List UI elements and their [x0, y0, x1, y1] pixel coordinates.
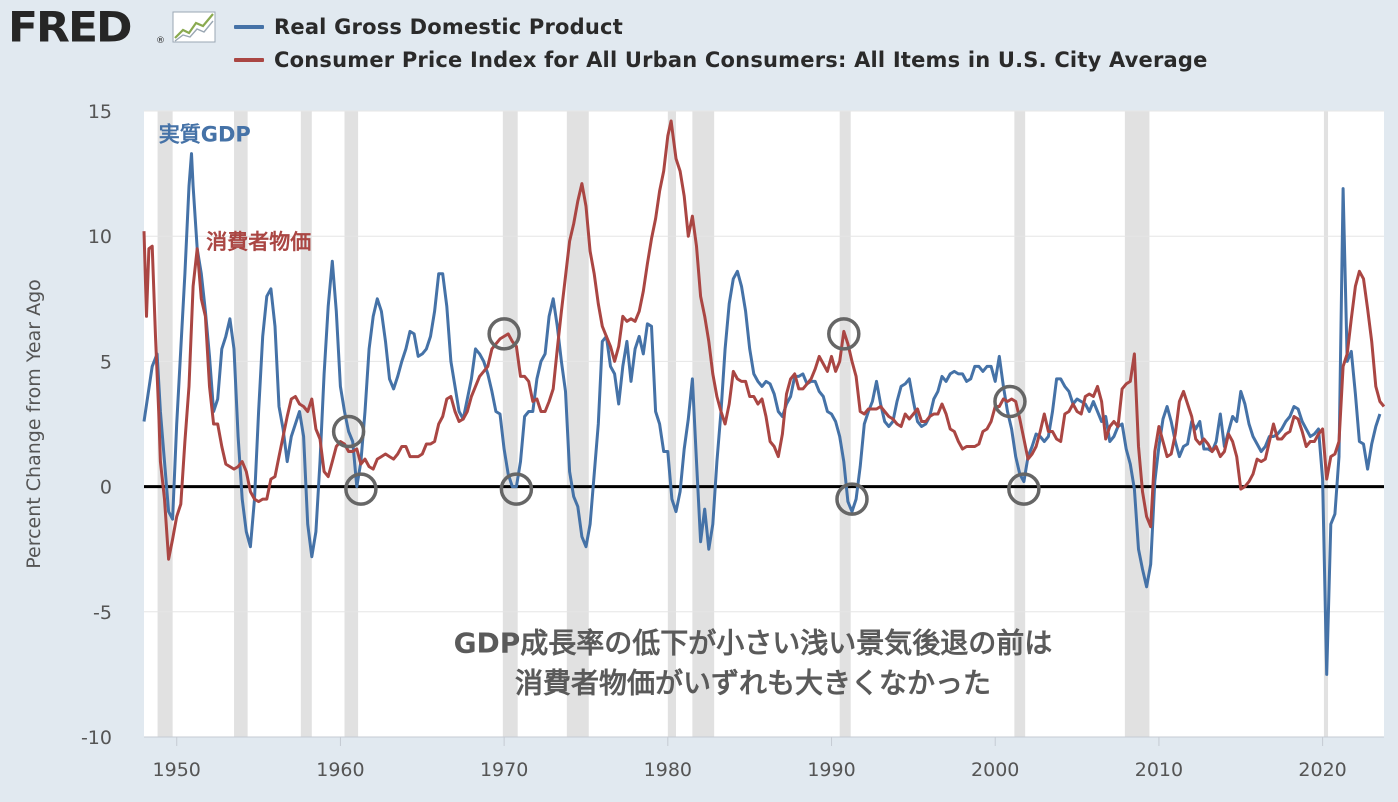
y-tick-label: 0	[100, 477, 112, 499]
registered-mark: ®	[156, 36, 165, 46]
x-tick-label: 2010	[1135, 759, 1183, 781]
recession-band	[1323, 111, 1329, 737]
highlight-circle	[835, 482, 869, 516]
y-tick-label: 10	[88, 226, 112, 248]
recession-band	[566, 111, 589, 737]
line-chart-icon	[172, 11, 216, 43]
recession-band	[157, 111, 173, 737]
legend-label-cpi: Consumer Price Index for All Urban Consu…	[274, 48, 1208, 72]
annotation-note: GDP成長率の低下が小さい浅い景気後退の前は	[454, 626, 1053, 659]
fred-logo[interactable]: FRED	[8, 3, 133, 52]
recession-band	[300, 111, 312, 737]
recession-band	[234, 111, 248, 737]
recession-band	[344, 111, 359, 737]
y-tick-label: 15	[88, 101, 112, 123]
highlight-circle	[487, 317, 521, 351]
x-tick-label: 1980	[644, 759, 692, 781]
x-tick-label: 2020	[1298, 759, 1346, 781]
legend-label-gdp: Real Gross Domestic Product	[274, 15, 623, 39]
y-tick-label: -5	[93, 602, 112, 624]
x-axis: 1950 1960 1970 1980 1990 2000 2010 2020	[144, 736, 1384, 781]
recession-band	[839, 111, 851, 737]
legend-swatch-gdp	[234, 25, 264, 29]
series-line-cpi	[142, 119, 1386, 561]
highlight-circle	[827, 317, 861, 351]
x-tick-label: 1990	[807, 759, 855, 781]
annotations: 実質GDP 消費者物価 GDP成長率の低下が小さい浅い景気後退の前は消費者物価がいず…	[159, 123, 1053, 700]
highlight-circle	[344, 472, 378, 506]
x-tick-label: 1970	[480, 759, 528, 781]
annotation-cpi: 消費者物価	[206, 230, 311, 254]
y-axis: -10 -5 0 5 10 15	[81, 101, 112, 749]
recession-band	[667, 111, 677, 737]
annotation-gdp: 実質GDP	[159, 123, 251, 147]
x-tick-label: 2000	[971, 759, 1019, 781]
x-tick-label: 1950	[153, 759, 201, 781]
legend-swatch-cpi	[234, 58, 264, 62]
highlight-circle	[1007, 472, 1041, 506]
y-axis-label: Percent Change from Year Ago	[23, 279, 45, 569]
header: FRED ® Real Gross Domestic Product Consu…	[0, 0, 1398, 92]
recession-band	[502, 111, 518, 737]
y-tick-label: -10	[81, 727, 112, 749]
y-tick-label: 5	[100, 351, 112, 373]
highlight-circles	[331, 317, 1041, 516]
highlight-circle	[993, 384, 1027, 419]
series-lines	[142, 119, 1386, 676]
annotation-note: 消費者物価がいずれも大きくなかった	[515, 666, 991, 699]
x-tick-label: 1960	[316, 759, 364, 781]
highlight-circle	[499, 472, 534, 506]
highlight-circle	[331, 414, 366, 449]
